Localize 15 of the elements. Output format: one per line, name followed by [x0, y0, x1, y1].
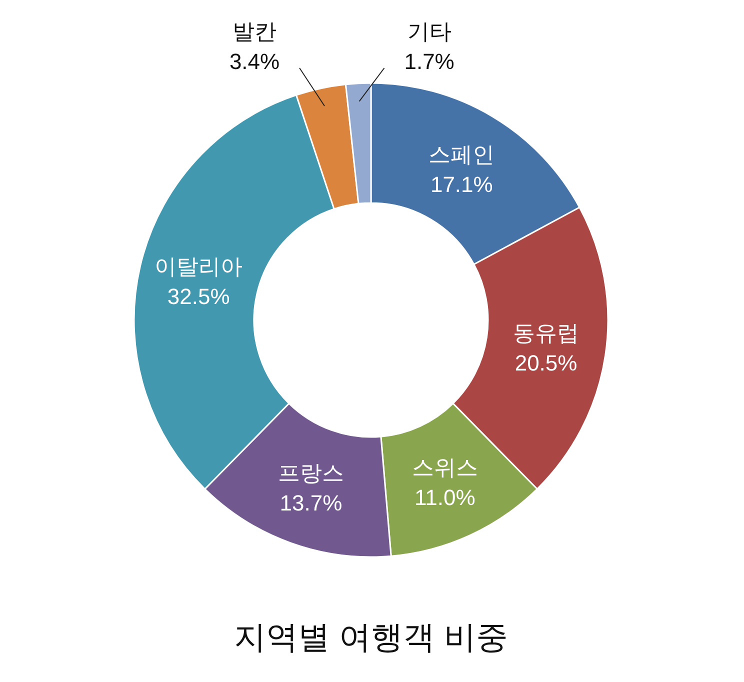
slice-label: 프랑스 [278, 460, 344, 486]
data-label: 13.7% [280, 490, 342, 516]
data-label: 20.5% [514, 350, 578, 376]
text: 지역별 여행객 비중 [234, 619, 508, 655]
slice-label: 동유럽 [513, 320, 580, 346]
slice-label: 이탈리아 [154, 254, 243, 279]
slice-label: 스위스 [412, 454, 478, 480]
data-label: 11.0% [414, 484, 476, 510]
data-label: 3.4% [229, 49, 280, 74]
data-label: 1.7% [404, 49, 454, 74]
data-label: 32.5% [167, 284, 230, 309]
slice-label: 기타 [407, 19, 452, 44]
slice-label: 스페인 [428, 142, 495, 167]
data-label: 17.1% [430, 172, 493, 197]
slice-label: 발칸 [232, 19, 277, 44]
